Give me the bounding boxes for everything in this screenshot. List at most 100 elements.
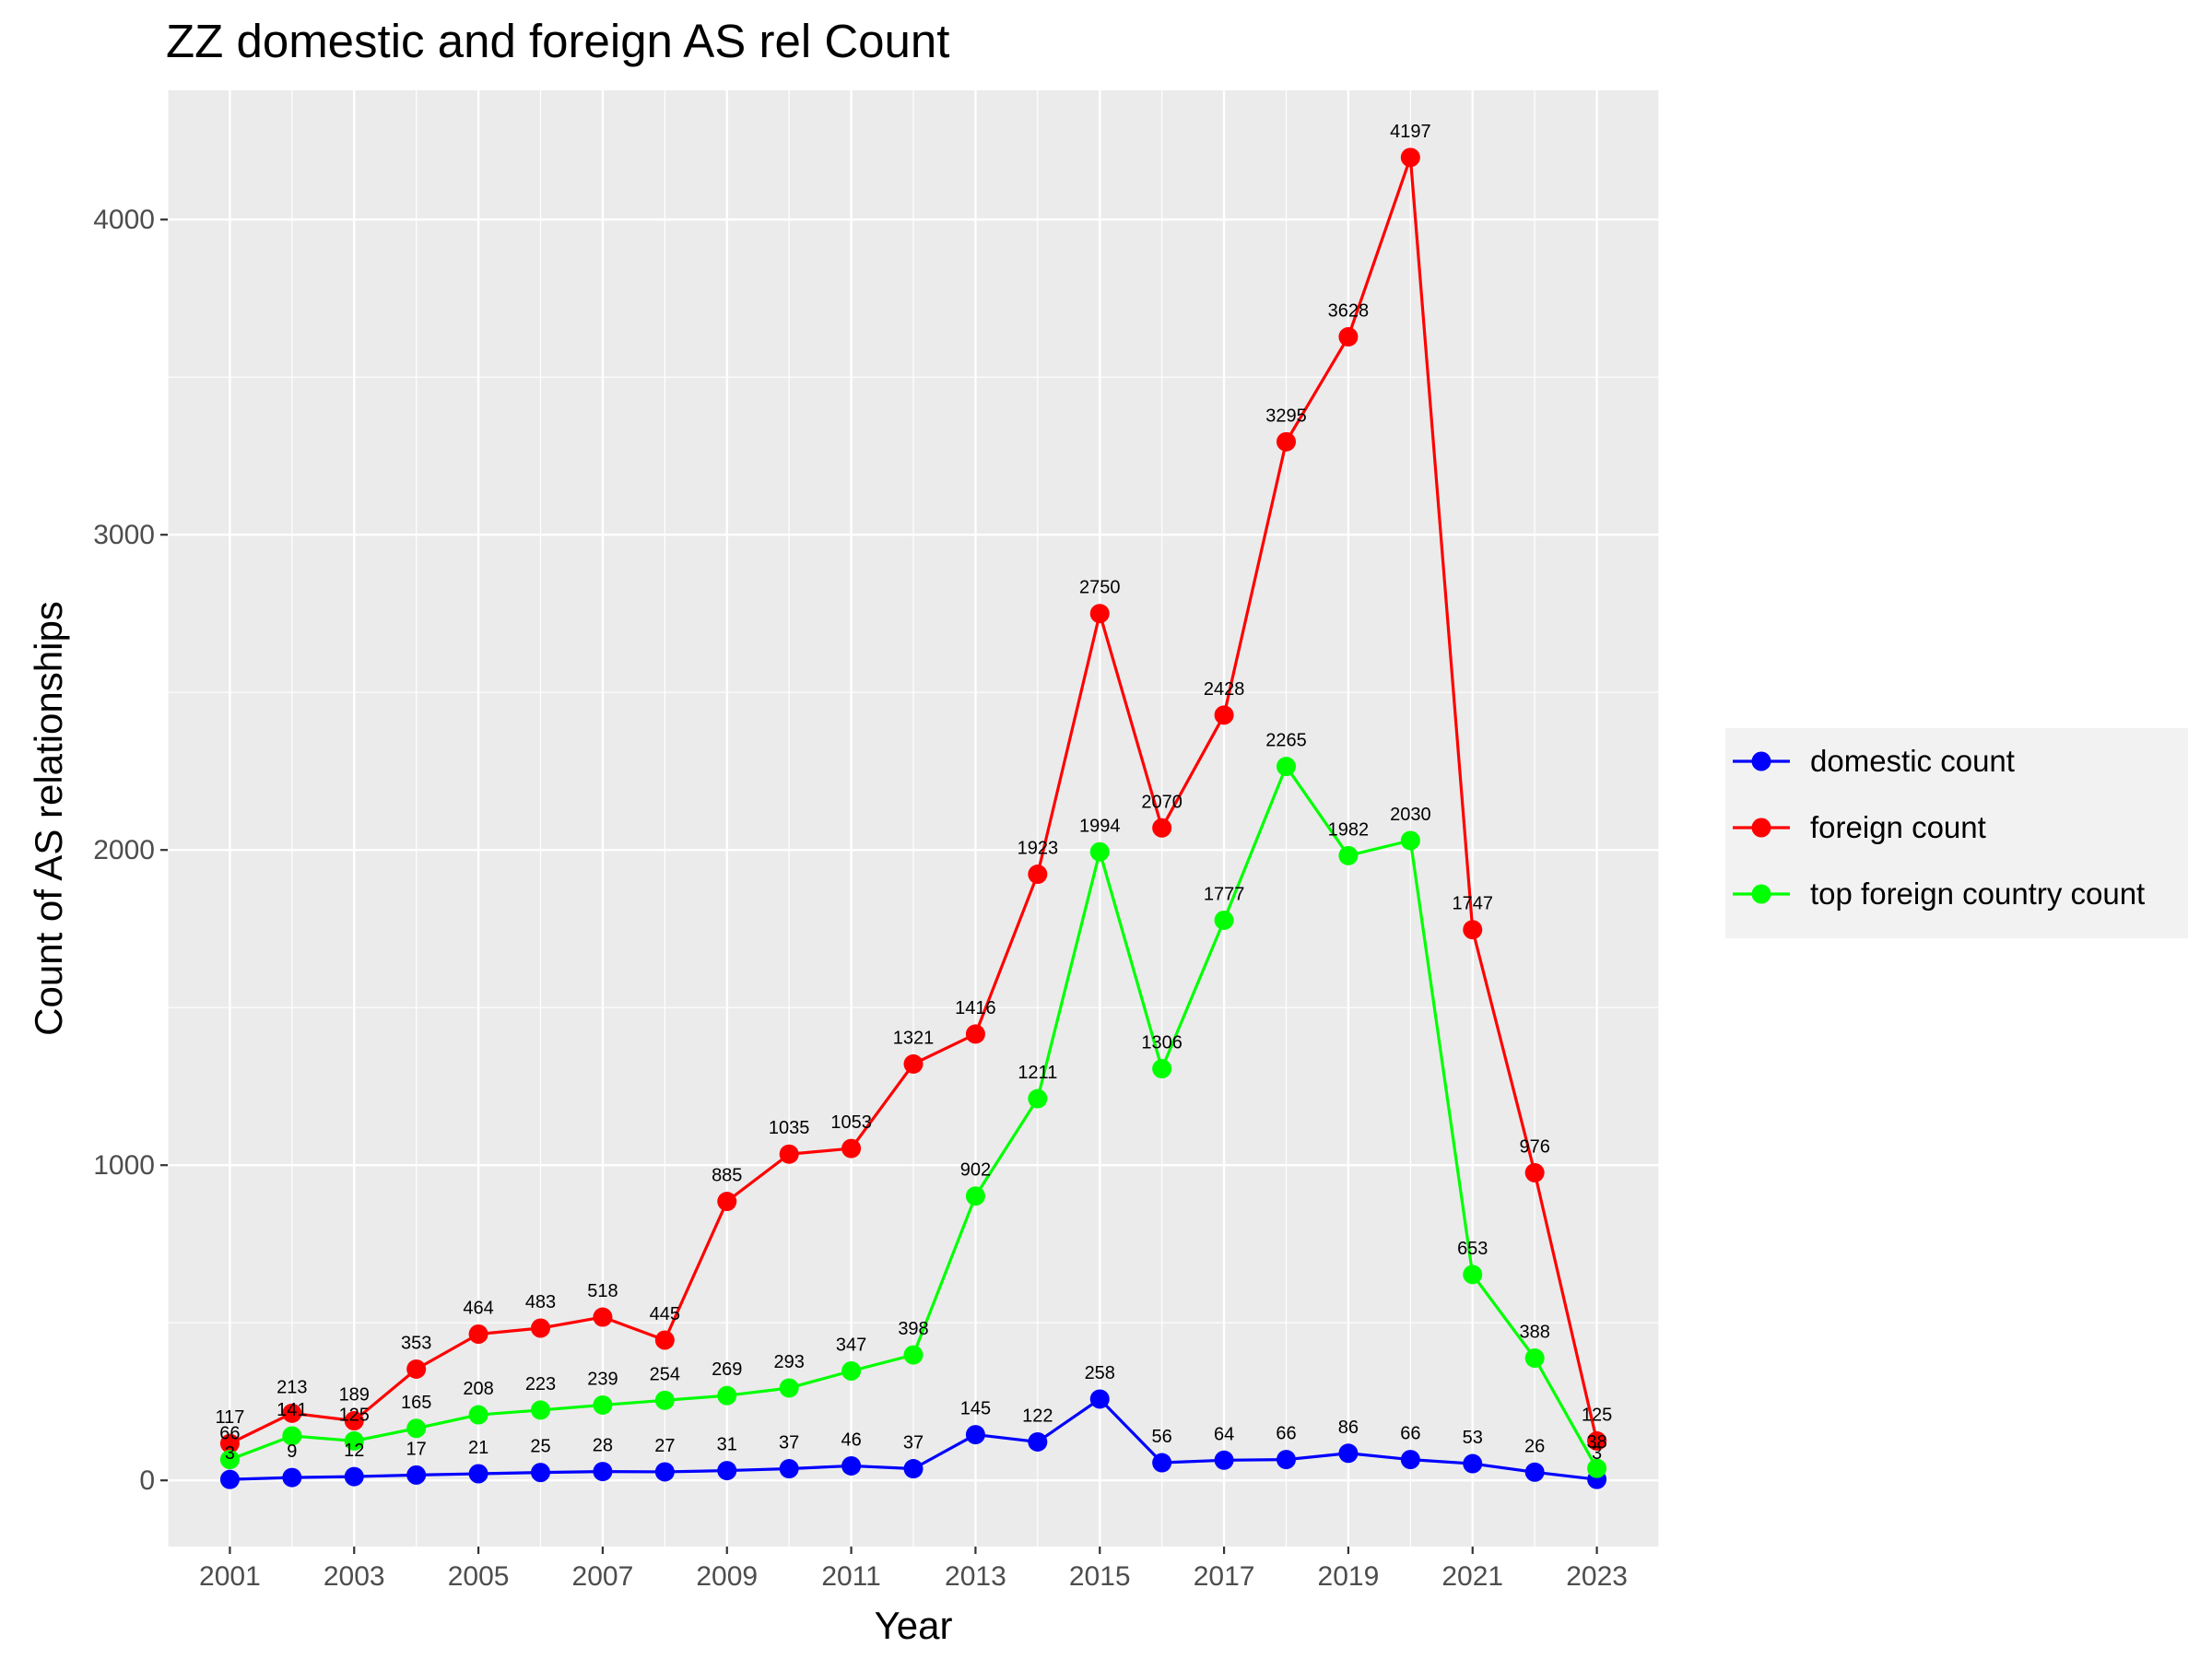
data-point	[344, 1430, 364, 1451]
data-label: 3628	[1328, 300, 1370, 321]
data-point	[1152, 1453, 1172, 1473]
data-point	[1400, 830, 1420, 851]
data-point	[1277, 757, 1296, 777]
data-label: 117	[215, 1407, 244, 1428]
data-point	[1524, 1462, 1545, 1482]
data-label: 976	[1519, 1136, 1549, 1157]
legend-label: domestic count	[1810, 744, 2015, 778]
data-point	[1277, 1450, 1296, 1470]
data-label: 653	[1457, 1239, 1488, 1259]
data-point	[344, 1466, 364, 1487]
x-tick-label: 2019	[1318, 1561, 1380, 1592]
data-point	[1089, 841, 1110, 862]
data-point	[779, 1378, 799, 1398]
data-point	[1524, 1162, 1545, 1182]
data-point	[903, 1053, 924, 1074]
data-point	[1152, 818, 1172, 838]
y-tick-label: 0	[139, 1465, 155, 1496]
data-point	[1463, 1265, 1483, 1285]
data-label: 258	[1085, 1363, 1115, 1383]
data-point	[1277, 431, 1296, 452]
x-axis: 2001 2003 2005 2007 2009 2011 2013 2015 2017 2019…	[199, 1547, 1628, 1592]
data-label: 213	[276, 1377, 307, 1397]
data-label: 1777	[1204, 884, 1245, 904]
data-label: 1747	[1453, 894, 1494, 914]
x-tick-label: 2001	[199, 1561, 261, 1592]
data-point	[1587, 1458, 1607, 1478]
data-label: 483	[525, 1292, 556, 1312]
data-label: 518	[587, 1281, 618, 1301]
y-tick-label: 4000	[93, 205, 155, 235]
x-tick-label: 2021	[1441, 1561, 1503, 1592]
data-label: 26	[1524, 1436, 1545, 1456]
data-point	[965, 1024, 985, 1044]
data-point	[717, 1385, 737, 1406]
data-point	[903, 1345, 924, 1365]
data-point	[654, 1462, 675, 1482]
data-point	[1463, 920, 1483, 940]
legend-key-point	[1751, 751, 1771, 771]
data-point	[219, 1469, 240, 1489]
data-point	[1400, 147, 1420, 168]
data-point	[965, 1425, 985, 1445]
data-point	[593, 1394, 613, 1415]
legend-label: foreign count	[1810, 810, 1986, 844]
data-point	[593, 1462, 613, 1482]
data-label: 1035	[769, 1118, 810, 1138]
data-label: 1306	[1141, 1033, 1182, 1053]
data-label: 2428	[1204, 679, 1245, 700]
data-label: 66	[1276, 1424, 1296, 1444]
data-label: 353	[401, 1333, 431, 1353]
y-tick-label: 3000	[93, 520, 155, 550]
data-point	[406, 1359, 427, 1379]
y-axis-title: Count of AS relationships	[27, 601, 70, 1036]
legend: domestic count foreign count top foreign c…	[1725, 728, 2188, 938]
data-point	[1338, 326, 1359, 347]
data-label: 53	[1463, 1428, 1483, 1448]
data-label: 12	[344, 1441, 364, 1461]
data-label: 37	[779, 1433, 799, 1453]
data-label: 189	[339, 1385, 370, 1406]
data-label: 38	[1586, 1432, 1606, 1453]
data-point	[779, 1144, 799, 1164]
data-label: 445	[650, 1304, 680, 1324]
data-label: 125	[1582, 1405, 1612, 1425]
data-point	[1089, 1389, 1110, 1409]
data-label: 885	[712, 1166, 742, 1186]
data-label: 2070	[1141, 792, 1182, 812]
x-tick-label: 2007	[572, 1561, 634, 1592]
data-label: 122	[1022, 1406, 1053, 1426]
data-label: 28	[593, 1436, 613, 1456]
y-tick-label: 1000	[93, 1150, 155, 1181]
legend-key-point	[1751, 884, 1771, 904]
data-label: 3	[1592, 1443, 1602, 1464]
data-label: 145	[960, 1399, 991, 1419]
data-label: 1053	[830, 1112, 872, 1133]
data-label: 2265	[1265, 731, 1307, 751]
data-label: 21	[468, 1438, 488, 1458]
data-point	[282, 1403, 302, 1423]
data-point	[1214, 705, 1234, 725]
data-point	[1028, 865, 1048, 885]
x-tick-label: 2023	[1566, 1561, 1628, 1592]
data-label: 31	[717, 1435, 737, 1455]
series-points	[219, 147, 1607, 1489]
data-label: 223	[525, 1374, 556, 1394]
x-tick-label: 2005	[448, 1561, 510, 1592]
data-label: 269	[712, 1359, 742, 1380]
data-point	[1028, 1088, 1048, 1109]
data-point	[965, 1186, 985, 1206]
data-label: 902	[960, 1160, 991, 1181]
data-label: 1211	[1018, 1063, 1057, 1083]
data-label: 398	[898, 1319, 928, 1339]
data-label: 239	[587, 1369, 618, 1389]
data-point	[779, 1459, 799, 1479]
data-label: 66	[219, 1424, 240, 1444]
data-label: 4197	[1390, 122, 1431, 142]
data-point	[1152, 1059, 1172, 1079]
data-point	[219, 1450, 240, 1470]
data-point	[841, 1138, 862, 1159]
data-point	[468, 1464, 488, 1484]
data-label: 464	[463, 1298, 493, 1318]
